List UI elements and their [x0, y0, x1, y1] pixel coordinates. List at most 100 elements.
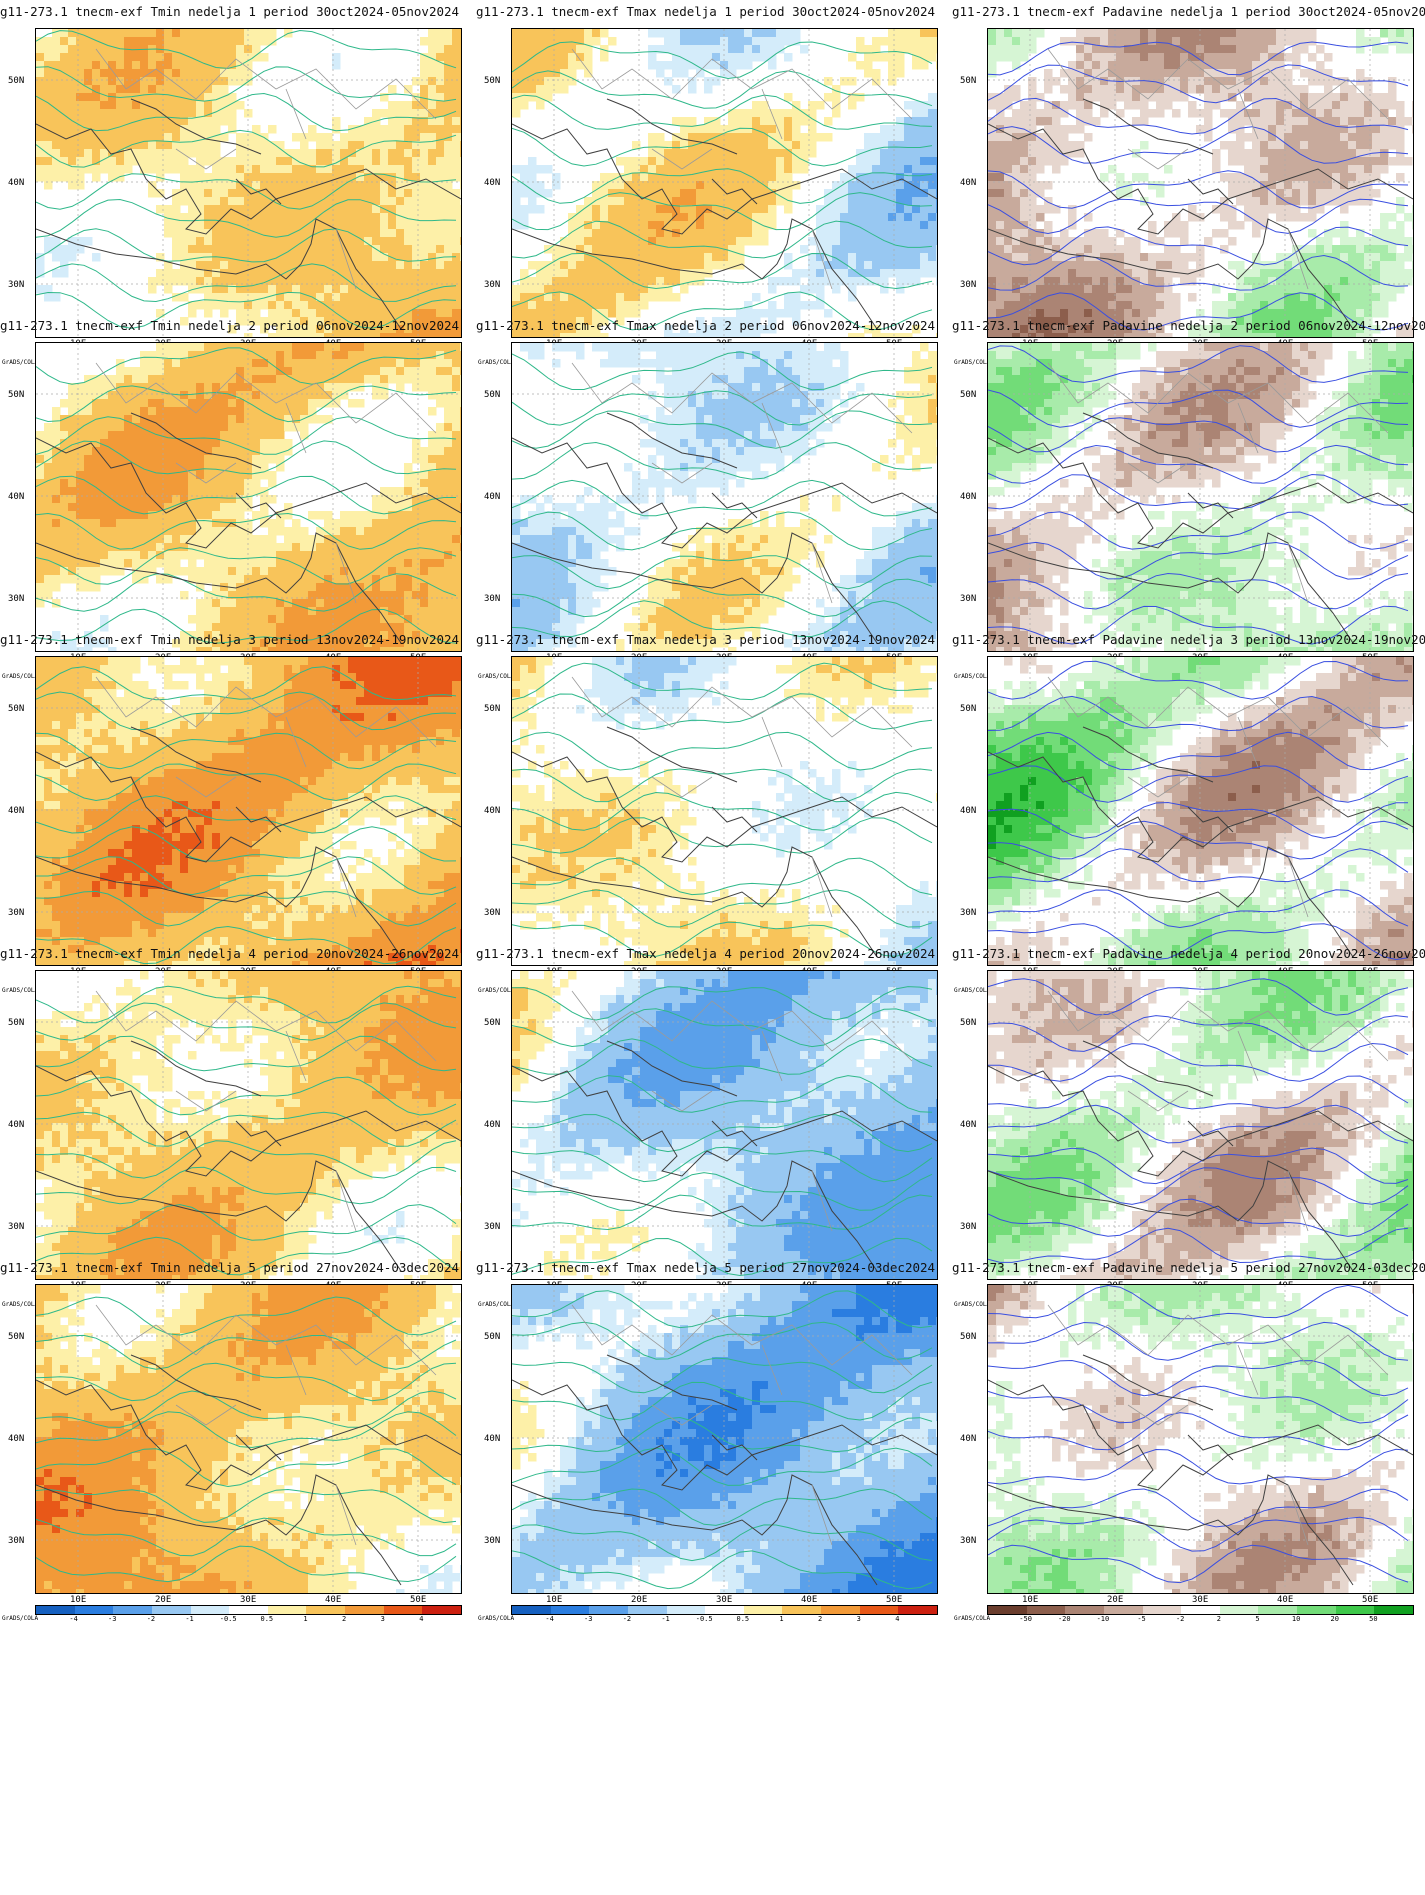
contour-lines	[36, 1296, 457, 1583]
country-borders	[571, 676, 913, 918]
map-panel-14: g11-273.1 tnecm-exf Tmax nedelja 5 perio…	[476, 1256, 951, 1635]
colorbar-tick: -0.5	[220, 1615, 237, 1623]
map-field	[512, 343, 937, 651]
country-borders	[571, 362, 913, 604]
lat-label-40n: 40N	[484, 178, 500, 188]
lon-label-10e: 10E	[546, 1595, 562, 1605]
country-borders	[1047, 1304, 1389, 1546]
coastline	[36, 1354, 461, 1586]
map-area	[35, 970, 462, 1280]
map-field	[988, 343, 1413, 651]
country-borders	[571, 1304, 913, 1546]
contour-lines	[512, 1290, 933, 1590]
lat-label-40n: 40N	[960, 492, 976, 502]
lat-label-50n: 50N	[960, 76, 976, 86]
graticule	[36, 657, 461, 965]
lat-label-40n: 40N	[960, 178, 976, 188]
graticule	[512, 1285, 937, 1593]
colorbar-swatch	[113, 1606, 152, 1614]
contour-lines	[36, 347, 457, 644]
anomaly-field	[36, 1285, 461, 1593]
lon-label-50e: 50E	[886, 1595, 902, 1605]
lat-label-30n: 30N	[960, 280, 976, 290]
colorbar-credit: GrADS/COLA	[2, 987, 38, 994]
colorbar-swatch	[705, 1606, 744, 1614]
contour-lines	[988, 345, 1409, 645]
colorbar-swatch	[1181, 1606, 1220, 1614]
lat-label-40n: 40N	[484, 1120, 500, 1130]
colorbar-swatch	[151, 1606, 191, 1614]
lat-label-40n: 40N	[8, 178, 24, 188]
coastline	[36, 412, 461, 644]
map-area	[511, 1284, 938, 1594]
lat-label-40n: 40N	[960, 1434, 976, 1444]
lon-label-40e: 40E	[1277, 1595, 1293, 1605]
map-field	[36, 343, 461, 651]
panel-title: g11-273.1 tnecm-exf Tmin nedelja 4 perio…	[0, 946, 475, 961]
country-borders	[1047, 48, 1389, 290]
colorbar-credit: GrADS/COLA	[2, 359, 38, 366]
colorbar-swatch	[1258, 1606, 1298, 1614]
country-borders	[571, 990, 913, 1232]
colorbar-tick: -20	[1058, 1615, 1071, 1623]
contour-lines	[36, 985, 457, 1276]
lat-label-30n: 30N	[8, 1536, 24, 1546]
country-borders	[571, 48, 913, 290]
coastline	[512, 98, 937, 330]
colorbar-swatch	[306, 1606, 346, 1614]
colorbar-swatch	[821, 1606, 860, 1614]
lat-label-50n: 50N	[960, 390, 976, 400]
colorbar-swatch	[589, 1606, 628, 1614]
lon-label-30e: 30E	[240, 1595, 256, 1605]
contour-lines	[36, 29, 457, 329]
colorbar-swatch	[782, 1606, 822, 1614]
lat-label-30n: 30N	[484, 594, 500, 604]
panel-title: g11-273.1 tnecm-exf Tmax nedelja 5 perio…	[476, 1260, 951, 1275]
colorbar-swatch	[512, 1606, 551, 1614]
panel-title: g11-273.1 tnecm-exf Padavine nedelja 4 p…	[952, 946, 1425, 961]
lat-label-30n: 30N	[8, 908, 24, 918]
colorbar-swatch	[1297, 1606, 1336, 1614]
panel-title: g11-273.1 tnecm-exf Tmax nedelja 2 perio…	[476, 318, 951, 333]
map-field	[512, 657, 937, 965]
lat-label-50n: 50N	[8, 704, 24, 714]
map-panel-11: g11-273.1 tnecm-exf Tmax nedelja 4 perio…	[476, 942, 951, 1321]
lat-label-40n: 40N	[484, 806, 500, 816]
map-panel-7: g11-273.1 tnecm-exf Tmin nedelja 3 perio…	[0, 628, 475, 1007]
panel-title: g11-273.1 tnecm-exf Tmax nedelja 4 perio…	[476, 946, 951, 961]
colorbar-tick: 20	[1331, 1615, 1339, 1623]
colorbar-swatch	[898, 1606, 938, 1614]
lat-label-30n: 30N	[960, 594, 976, 604]
lat-label-30n: 30N	[960, 1536, 976, 1546]
country-borders	[95, 990, 437, 1232]
lon-label-30e: 30E	[716, 1595, 732, 1605]
country-borders	[1047, 990, 1389, 1232]
colorbar-tick: -2	[623, 1615, 631, 1623]
colorbar-tick: 0.5	[736, 1615, 749, 1623]
colorbar-tick: 4	[419, 1615, 423, 1623]
colorbar-credit: GrADS/COLA	[2, 1615, 38, 1622]
panel-title: g11-273.1 tnecm-exf Tmin nedelja 5 perio…	[0, 1260, 475, 1275]
anomaly-field	[988, 1285, 1413, 1593]
lat-label-40n: 40N	[8, 1120, 24, 1130]
contour-lines	[512, 986, 933, 1277]
lat-label-50n: 50N	[484, 704, 500, 714]
colorbar-swatch	[1026, 1606, 1066, 1614]
colorbar	[35, 1605, 462, 1615]
lat-label-30n: 30N	[484, 908, 500, 918]
colorbar-tick: 3	[857, 1615, 861, 1623]
graticule	[988, 343, 1413, 651]
colorbar-credit: GrADS/COLA	[2, 673, 38, 680]
map-field	[988, 29, 1413, 337]
colorbar-swatch	[1219, 1606, 1259, 1614]
lat-label-40n: 40N	[8, 1434, 24, 1444]
colorbar-swatch	[1065, 1606, 1104, 1614]
colorbar-swatch	[550, 1606, 590, 1614]
country-borders	[95, 48, 437, 290]
panel-title: g11-273.1 tnecm-exf Tmax nedelja 3 perio…	[476, 632, 951, 647]
map-panel-12: g11-273.1 tnecm-exf Padavine nedelja 4 p…	[952, 942, 1425, 1321]
lon-label-40e: 40E	[325, 1595, 341, 1605]
map-field	[988, 1285, 1413, 1593]
colorbar-swatch	[1335, 1606, 1375, 1614]
colorbar-tick: 10	[1292, 1615, 1300, 1623]
